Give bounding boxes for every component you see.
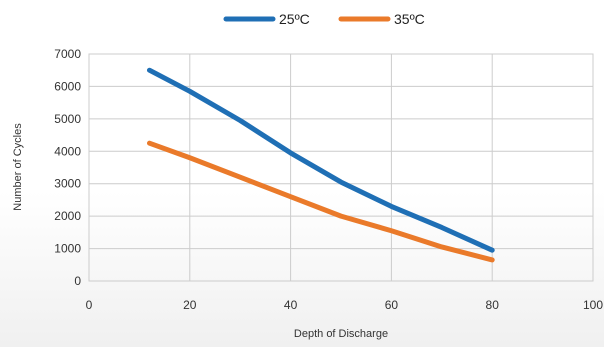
- y-tick-label: 1000: [54, 242, 81, 256]
- y-tick-label: 6000: [54, 79, 81, 93]
- legend: 25ºC 35ºC: [223, 11, 425, 27]
- legend-label-35c: 35ºC: [394, 11, 425, 27]
- x-axis-label: Depth of Discharge: [294, 328, 388, 340]
- grid: [89, 53, 593, 282]
- y-tick-label: 4000: [54, 144, 81, 158]
- y-axis-ticks: 0 1000 2000 3000 4000 5000 6000 7000: [54, 47, 81, 288]
- y-tick-label: 7000: [54, 47, 81, 61]
- series-line-1: [146, 140, 495, 263]
- y-tick-label: 2000: [54, 209, 81, 223]
- x-tick-label: 40: [284, 298, 298, 312]
- x-tick-label: 60: [385, 298, 399, 312]
- x-tick-label: 80: [486, 298, 500, 312]
- y-axis-label: Number of Cycles: [12, 123, 24, 211]
- y-tick-label: 0: [74, 274, 81, 288]
- x-tick-label: 20: [183, 298, 197, 312]
- y-tick-label: 5000: [54, 112, 81, 126]
- x-axis-ticks: 0 20 40 60 80 100: [86, 298, 604, 312]
- legend-label-25c: 25ºC: [279, 11, 310, 27]
- plot-area: [88, 53, 594, 282]
- x-tick-label: 100: [583, 298, 603, 312]
- y-tick-label: 3000: [54, 177, 81, 191]
- x-tick-label: 0: [86, 298, 93, 312]
- series-line-0: [146, 67, 495, 253]
- series-lines: [146, 67, 495, 263]
